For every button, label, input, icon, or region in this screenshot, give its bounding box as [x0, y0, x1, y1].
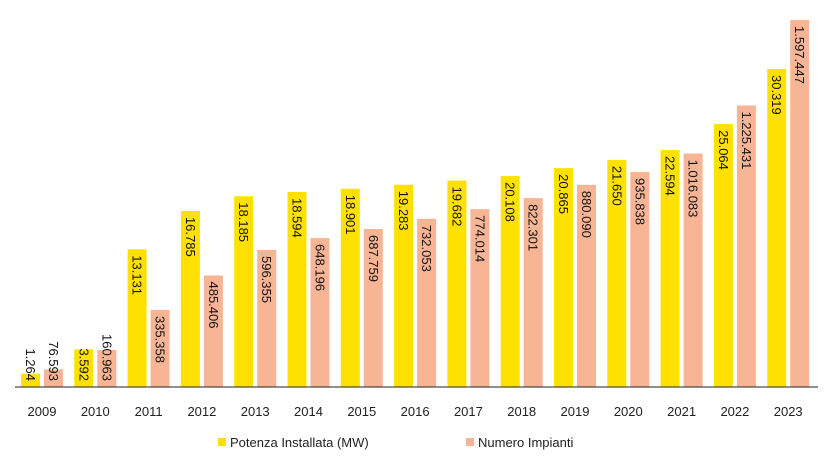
x-tick-label-2012: 2012	[187, 404, 216, 419]
potenza-data-label-2015: 18.901	[343, 195, 358, 235]
legend: Potenza Installata (MW) Numero Impianti	[218, 435, 573, 450]
numero-impianti-data-label-2016: 732.053	[419, 225, 434, 272]
numero-impianti-data-label-2009: 76.593	[46, 341, 61, 381]
numero-impianti-bar-2021	[683, 153, 703, 387]
potenza-data-label-2020: 21.650	[609, 166, 624, 206]
x-tick-label-2020: 2020	[614, 404, 643, 419]
x-tick-label-2011: 2011	[135, 404, 163, 419]
potenza-data-label-2014: 18.594	[290, 198, 305, 238]
numero-impianti-bar-2020	[630, 171, 650, 387]
x-tick-label-2023: 2023	[774, 404, 803, 419]
potenza-bar-2009	[21, 373, 40, 387]
numero-impianti-data-label-2012: 485.406	[206, 281, 221, 328]
potenza-bar-2010	[74, 349, 94, 387]
numero-impianti-data-label-2010: 160.963	[99, 334, 114, 381]
legend-item-potenza[interactable]: Potenza Installata (MW)	[218, 435, 369, 450]
x-tick-label-2013: 2013	[241, 404, 270, 419]
potenza-bar-2022	[713, 124, 733, 388]
numero-impianti-bar-2016	[417, 218, 437, 387]
x-tick-label-2010: 2010	[81, 404, 110, 419]
potenza-bar-2019	[554, 168, 573, 387]
potenza-data-label-2009: 1.264	[23, 348, 38, 381]
potenza-data-label-2011: 13.131	[130, 255, 145, 295]
x-tick-label-2019: 2019	[561, 404, 590, 419]
legend-swatch-potenza	[218, 438, 226, 446]
x-tick-label-2018: 2018	[507, 404, 536, 419]
potenza-data-label-2018: 20.108	[503, 182, 518, 222]
potenza-bar-2020	[607, 159, 627, 387]
potenza-data-label-2012: 16.785	[183, 217, 198, 257]
potenza-bar-2018	[500, 176, 520, 387]
numero-impianti-bar-2015	[363, 228, 383, 387]
potenza-bar-2017	[447, 180, 467, 387]
x-tick-label-2017: 2017	[454, 404, 483, 419]
numero-impianti-data-label-2018: 822.301	[526, 204, 541, 251]
numero-impianti-bar-2019	[577, 184, 596, 387]
potenza-bar-2013	[234, 196, 254, 387]
potenza-data-label-2013: 18.185	[236, 202, 251, 242]
potenza-bar-2012	[180, 210, 200, 387]
numero-impianti-bar-2017	[470, 209, 490, 387]
x-tick-label-2021: 2021	[667, 404, 696, 419]
numero-impianti-data-label-2017: 774.014	[472, 215, 487, 262]
legend-label-numero: Numero Impianti	[478, 435, 573, 450]
numero-impianti-bar-2018	[523, 198, 543, 387]
potenza-bar-2014	[287, 191, 307, 387]
x-tick-label-2022: 2022	[720, 404, 749, 419]
numero-impianti-data-label-2015: 687.759	[366, 235, 381, 282]
x-tick-label-2016: 2016	[401, 404, 430, 419]
numero-impianti-data-label-2013: 596.355	[259, 256, 274, 303]
numero-impianti-data-label-2023: 1.597.447	[792, 26, 807, 84]
numero-impianti-bar-2011	[150, 309, 170, 387]
numero-impianti-bar-2022	[736, 105, 756, 388]
x-tick-label-2009: 2009	[28, 404, 57, 419]
potenza-bar-2021	[660, 150, 680, 387]
x-tick-label-2015: 2015	[347, 404, 376, 419]
potenza-data-label-2023: 30.319	[769, 75, 784, 115]
potenza-data-label-2010: 3.592	[76, 348, 91, 381]
numero-impianti-bar-2013	[257, 249, 277, 387]
potenza-bar-2015	[340, 188, 360, 387]
legend-item-numero[interactable]: Numero Impianti	[466, 435, 573, 450]
x-tick-labels: 2009 2010 2011 2012 2013 2014 2015 2016 2017 2018…	[28, 404, 803, 419]
potenza-bar-2016	[394, 184, 414, 387]
numero-impianti-data-label-2011: 335.358	[153, 316, 168, 363]
numero-impianti-data-label-2022: 1.225.431	[739, 111, 754, 169]
numero-impianti-bar-2014	[310, 238, 330, 387]
bars-layer: 1.264 76.593 3.592 160.963 13.131 335.358 16.7…	[21, 20, 810, 388]
x-tick-label-2014: 2014	[294, 404, 323, 419]
potenza-bar-2011	[127, 249, 147, 387]
potenza-data-label-2022: 25.064	[716, 130, 731, 170]
numero-impianti-bar-2009	[44, 369, 63, 387]
numero-impianti-data-label-2014: 648.196	[313, 244, 328, 291]
legend-label-potenza: Potenza Installata (MW)	[230, 435, 369, 450]
numero-impianti-data-label-2019: 880.090	[579, 191, 594, 238]
potenza-bar-2023	[767, 69, 787, 387]
numero-impianti-bar-2012	[203, 275, 223, 387]
numero-impianti-bar-2023	[790, 20, 810, 387]
potenza-data-label-2019: 20.865	[556, 174, 571, 214]
numero-impianti-data-label-2020: 935.838	[632, 178, 647, 225]
potenza-data-label-2017: 19.682	[449, 187, 464, 227]
potenza-data-label-2016: 19.283	[396, 191, 411, 231]
legend-swatch-numero	[466, 438, 474, 446]
numero-impianti-bar-2010	[97, 350, 117, 387]
potenza-data-label-2021: 22.594	[663, 156, 678, 196]
numero-impianti-data-label-2021: 1.016.083	[686, 160, 701, 218]
